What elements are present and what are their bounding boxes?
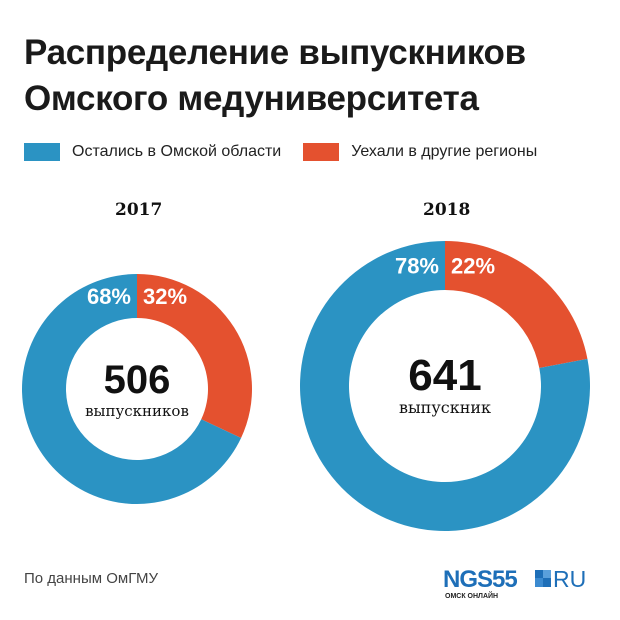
title-line-1: Распределение выпускников: [24, 33, 526, 72]
svg-text:ОМСК ОНЛАЙН: ОМСК ОНЛАЙН: [445, 591, 498, 600]
donut-2018-slice-left: [445, 241, 588, 369]
donut-2017-slice-stayed: [21, 274, 242, 504]
donut-2018-total-label: выпускник: [399, 398, 491, 417]
svg-text:RU: RU: [553, 566, 586, 592]
donut-2017-total: 506: [104, 358, 171, 402]
donut-2018-slice-stayed: [300, 241, 590, 531]
donut-2017-label-left: 32%: [143, 284, 187, 309]
legend-label-stayed: Остались в Омской области: [72, 143, 282, 160]
donut-2018-total: 641: [408, 351, 481, 400]
donut-2018-label-left: 22%: [451, 254, 495, 279]
donut-2017-slice-left: [137, 274, 252, 438]
title-line-2: Омского медуниверситета: [24, 79, 479, 118]
legend-swatch-left: [303, 143, 340, 161]
svg-text:NGS55: NGS55: [443, 566, 517, 593]
source-note: По данным ОмГМУ: [24, 570, 158, 587]
legend: Остались в Омской области Уехали в други…: [24, 143, 537, 161]
legend-label-left: Уехали в другие регионы: [351, 143, 538, 160]
year-2017-label: 2017: [115, 200, 163, 220]
donut-2018-label-stayed: 78%: [395, 254, 439, 279]
year-2018-label: 2018: [423, 200, 471, 220]
chart-title: Распределение выпускников Омского медунив…: [24, 30, 526, 122]
donut-2017-total-label: выпускников: [85, 402, 189, 420]
ngs55-logo: NGS55 RU ОМСК ОНЛАЙН: [443, 566, 603, 607]
donut-2017-label-stayed: 68%: [87, 284, 131, 309]
legend-swatch-stayed: [24, 143, 60, 161]
